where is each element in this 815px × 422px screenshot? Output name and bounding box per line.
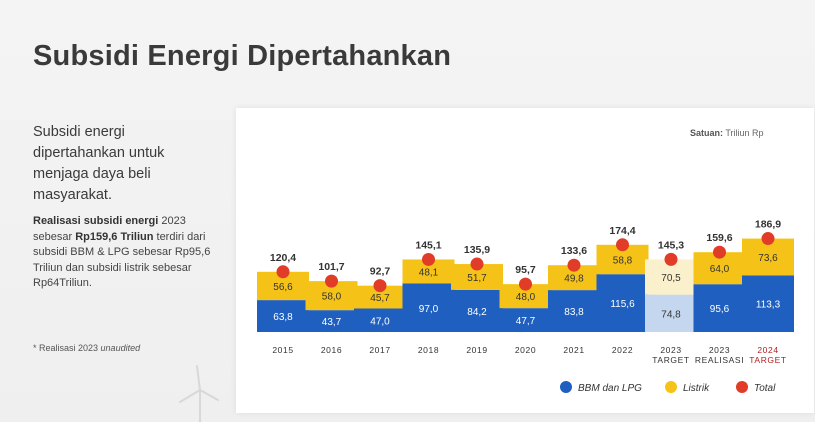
data-label-listrik: 58,0 [322, 292, 342, 303]
bar-listrik [354, 285, 406, 309]
total-marker [761, 232, 775, 246]
data-label-bbm: 74,8 [661, 309, 681, 320]
footnote-italic: unaudited [100, 343, 141, 353]
detail-text-2: terdiri dari subsidi BBM & LPG sebesar R… [33, 230, 211, 290]
data-label-total: 174,4 [609, 225, 635, 237]
data-label-listrik: 51,7 [467, 273, 487, 284]
data-label-bbm: 84,2 [467, 307, 487, 318]
data-label-bbm: 43,7 [322, 317, 342, 328]
total-marker [616, 238, 629, 252]
data-label-listrik: 64,0 [710, 264, 730, 275]
data-label-total: 95,7 [515, 264, 536, 276]
bar-bbm-lpg [548, 290, 600, 332]
x-tick-sublabel: TARGET [749, 355, 786, 365]
x-tick-label: 2022 [612, 345, 633, 355]
x-tick-label: 2019 [466, 345, 487, 355]
data-label-listrik: 56,6 [273, 282, 293, 293]
bar-bbm-lpg [305, 310, 358, 332]
data-label-listrik: 58,8 [613, 256, 633, 267]
bar-bbm-lpg [742, 275, 794, 332]
data-label-listrik: 70,5 [661, 273, 681, 284]
data-label-total: 159,6 [706, 232, 732, 244]
data-label-total: 133,6 [561, 245, 587, 257]
footnote: * Realisasi 2023 unaudited [33, 343, 140, 353]
data-label-total: 135,9 [464, 244, 490, 256]
legend-marker [560, 381, 572, 393]
total-marker [664, 252, 678, 266]
x-tick-sublabel: TARGET [652, 355, 689, 365]
total-marker [373, 279, 387, 293]
data-label-bbm: 47,7 [516, 316, 536, 327]
detail-text: Realisasi subsidi energi 2023 sebesar Rp… [33, 214, 218, 292]
unit-label-key: Satuan: [690, 128, 724, 138]
data-label-bbm: 47,0 [370, 316, 390, 327]
total-marker [276, 265, 290, 279]
data-label-bbm: 115,6 [610, 299, 635, 310]
legend-label: Listrik [683, 383, 710, 394]
bar-bbm-lpg [693, 284, 746, 332]
footnote-prefix: * Realisasi 2023 [33, 343, 101, 353]
data-label-bbm: 95,6 [710, 304, 730, 315]
data-label-bbm: 97,0 [419, 304, 439, 315]
x-tick-label: 2023 [660, 345, 681, 355]
data-label-listrik: 45,7 [370, 293, 390, 304]
x-tick-label: 2021 [563, 345, 584, 355]
data-label-listrik: 49,8 [564, 274, 584, 285]
unit-label-value: Triliun Rp [723, 128, 764, 138]
legend-label: Total [754, 383, 776, 394]
total-marker [422, 252, 435, 266]
legend-marker [736, 381, 748, 393]
page-title: Subsidi Energi Dipertahankan [33, 40, 452, 72]
wind-turbine-icon [179, 365, 219, 422]
total-marker [470, 257, 484, 271]
bar-bbm-lpg [451, 289, 503, 332]
detail-bold-2: Rp159,6 Triliun [75, 230, 154, 243]
detail-bold-1: Realisasi subsidi energi [33, 215, 159, 227]
total-marker [519, 277, 532, 291]
description-text: Subsidi energi dipertahankan untuk menja… [33, 124, 165, 203]
detail-text-1: 2023 sebesar [33, 215, 186, 243]
total-marker [713, 245, 726, 259]
total-marker [325, 274, 338, 288]
data-label-total: 101,7 [318, 261, 344, 273]
bar-bbm-lpg [645, 294, 697, 332]
data-label-total: 145,3 [658, 239, 684, 251]
data-label-total: 145,1 [415, 239, 441, 251]
data-label-total: 120,4 [270, 252, 296, 264]
total-marker [567, 258, 581, 272]
x-tick-label: 2020 [515, 345, 536, 355]
data-label-bbm: 113,3 [756, 300, 781, 311]
data-label-bbm: 83,8 [564, 307, 584, 318]
legend-label: BBM dan LPG [578, 383, 642, 394]
data-label-bbm: 63,8 [273, 312, 293, 323]
data-label-total: 92,7 [370, 266, 391, 278]
x-tick-label: 2024 [757, 345, 778, 355]
bar-bbm-lpg [257, 300, 309, 332]
legend-marker [665, 381, 677, 393]
bar-bbm-lpg [402, 283, 455, 332]
data-label-listrik: 48,0 [516, 292, 536, 303]
bar-bbm-lpg [499, 308, 552, 332]
data-label-listrik: 73,6 [758, 253, 778, 264]
data-label-listrik: 48,1 [419, 267, 439, 278]
unit-label: Satuan: Triliun Rp [690, 128, 764, 138]
x-tick-label: 2016 [321, 345, 342, 355]
data-label-total: 186,9 [755, 219, 781, 231]
bar-bbm-lpg [354, 308, 406, 332]
x-tick-sublabel: REALISASI [695, 355, 744, 365]
x-tick-label: 2018 [418, 345, 439, 355]
x-tick-label: 2015 [272, 345, 293, 355]
x-tick-label: 2023 [709, 345, 730, 355]
x-tick-label: 2017 [369, 345, 390, 355]
bar-bbm-lpg [596, 274, 649, 332]
